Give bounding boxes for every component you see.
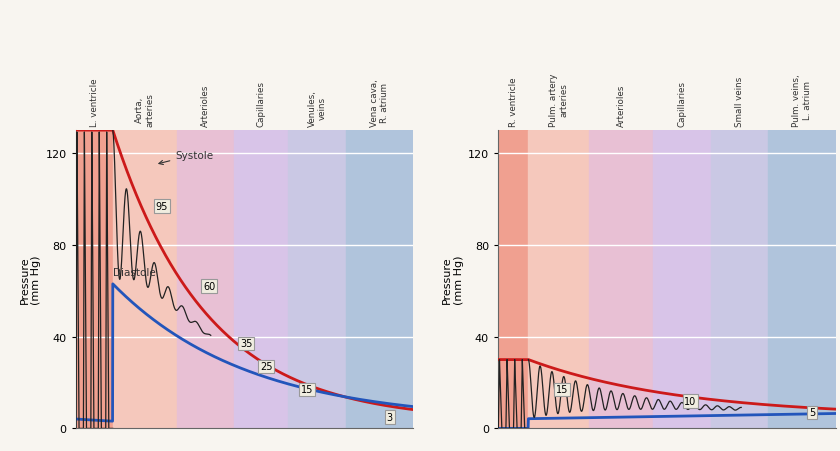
- Bar: [498, 131, 528, 428]
- Bar: [654, 131, 711, 428]
- Text: L. ventricle: L. ventricle: [90, 78, 98, 126]
- Text: Arterioles: Arterioles: [201, 84, 210, 126]
- Text: 60: 60: [203, 281, 215, 291]
- Y-axis label: Pressure
(mm Hg): Pressure (mm Hg): [442, 255, 464, 304]
- Text: Capillaries: Capillaries: [257, 80, 266, 126]
- Bar: [589, 131, 654, 428]
- Bar: [177, 131, 234, 428]
- Text: 5: 5: [809, 407, 816, 418]
- Text: 10: 10: [685, 396, 696, 406]
- Text: 95: 95: [155, 201, 168, 212]
- Bar: [288, 131, 346, 428]
- Text: 3: 3: [386, 412, 393, 422]
- Text: 25: 25: [260, 362, 273, 372]
- Text: 35: 35: [240, 339, 252, 349]
- Text: Venules,
veins: Venules, veins: [307, 90, 327, 126]
- Text: Pulm. veins,
L. atrium: Pulm. veins, L. atrium: [792, 74, 811, 126]
- Text: Aorta,
arteries: Aorta, arteries: [135, 92, 155, 126]
- Text: Capillaries: Capillaries: [678, 80, 686, 126]
- Bar: [711, 131, 769, 428]
- Text: Systole: Systole: [159, 150, 213, 165]
- Bar: [528, 131, 589, 428]
- Text: Diastole: Diastole: [113, 268, 156, 278]
- Text: Small veins: Small veins: [735, 76, 744, 126]
- Bar: [346, 131, 413, 428]
- Text: Vena cava,
R. atrium: Vena cava, R. atrium: [370, 78, 390, 126]
- Text: 15: 15: [301, 385, 313, 395]
- Bar: [113, 131, 177, 428]
- Text: R. ventricle: R. ventricle: [509, 77, 517, 126]
- Text: Arterioles: Arterioles: [617, 84, 626, 126]
- Text: Pulm. artery
arteries: Pulm. artery arteries: [549, 73, 569, 126]
- Bar: [769, 131, 836, 428]
- Text: 15: 15: [556, 385, 569, 395]
- Y-axis label: Pressure
(mm Hg): Pressure (mm Hg): [19, 255, 41, 304]
- Bar: [234, 131, 288, 428]
- Bar: [76, 131, 113, 428]
